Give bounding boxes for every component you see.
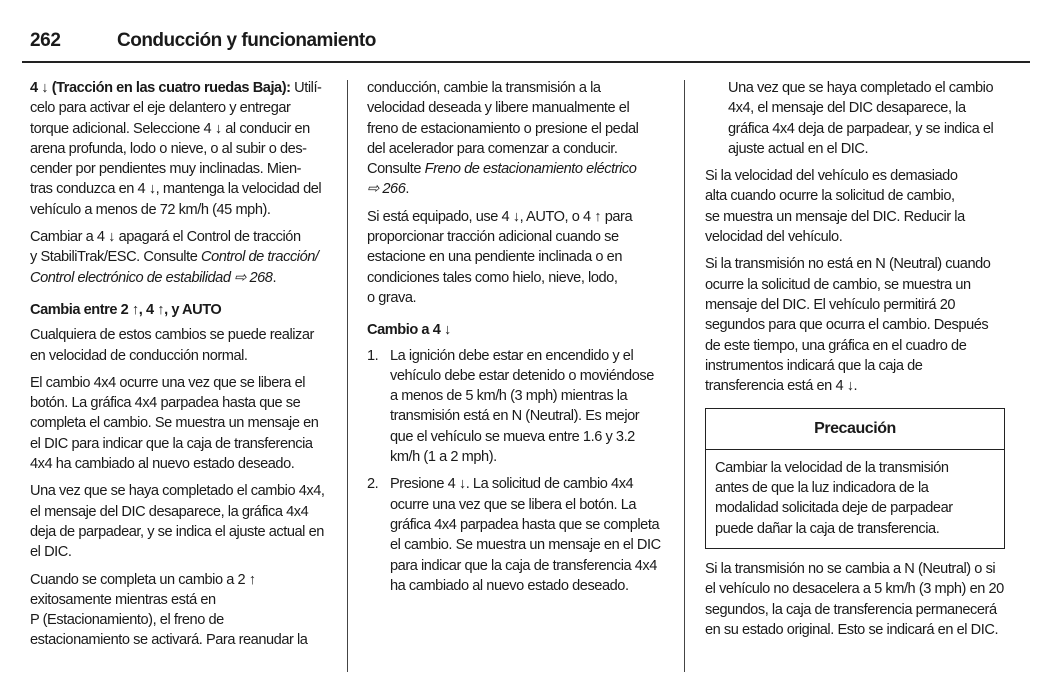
caution-title: Precaución [706,409,1004,450]
list-item: 2. Presione 4 ↓. La solicitud de cambio … [367,474,672,596]
paragraph: 4 ↓ (Tracción en las cuatro ruedas Baja)… [30,78,335,220]
column-divider [347,80,348,672]
column-divider [684,80,685,672]
paragraph: Una vez que se haya completado el cambio… [30,483,325,561]
paragraph-text: Utilí- celo para activar el eje delanter… [30,80,322,218]
paragraph: Si la velocidad del vehículo es demasiad… [705,168,965,246]
page-title: Conducción y funcionamiento [117,30,376,51]
paragraph: conducción, cambie la transmisión a la v… [367,78,672,200]
cross-reference-link[interactable]: Control de tracción/ Control electrónico… [30,249,319,286]
page-number: 262 [30,30,61,51]
list-text: Presione 4 ↓. La solicitud de cambio 4x4… [390,476,661,594]
header-rule [22,61,1030,63]
paragraph-text: conducción, cambie la transmisión a la v… [367,80,639,178]
list-text: La ignición debe estar en encendido y el… [390,347,654,466]
paragraph: Una vez que se haya completado el cambio… [728,80,994,157]
list-number: 2. [367,476,379,493]
paragraph: Cualquiera de estos cambios se puede rea… [30,327,314,364]
column-1: 4 ↓ (Tracción en las cuatro ruedas Baja)… [30,78,335,658]
column-2: conducción, cambie la transmisión a la v… [367,78,672,603]
list-item: 1. La ignición debe estar en encendido y… [367,346,672,468]
section-heading: Cambio a 4 ↓ [367,322,451,339]
list-number: 1. [367,347,379,364]
paragraph: Si está equipado, use 4 ↓, AUTO, o 4 ↑ p… [367,208,633,306]
paragraph: Cambiar a 4 ↓ apagará el Control de trac… [30,227,335,288]
section-heading: Cambia entre 2 ↑, 4 ↑, y AUTO [30,301,222,318]
paragraph-text: Cambiar a 4 ↓ apagará el Control de trac… [30,229,301,266]
caution-text: Cambiar la velocidad de la transmisión a… [715,459,953,537]
paragraph: Si la transmisión no se cambia a N (Neut… [705,560,1004,638]
paragraph: Cuando se completa un cambio a 2 ↑ exito… [30,571,308,649]
term-4-low: 4 ↓ (Tracción en las cuatro ruedas Baja)… [30,80,291,96]
column-3: Una vez que se haya completado el cambio… [705,78,1005,647]
caution-box: Precaución Cambiar la velocidad de la tr… [705,408,1005,549]
paragraph-text: . [405,181,409,198]
cross-reference-link[interactable]: Freno de estacionamiento eléctrico ⇨ 266 [367,161,637,198]
paragraph: El cambio 4x4 ocurre una vez que se libe… [30,374,319,473]
paragraph: Si la transmisión no está en N (Neutral)… [705,256,991,395]
paragraph-text: . [272,269,277,286]
